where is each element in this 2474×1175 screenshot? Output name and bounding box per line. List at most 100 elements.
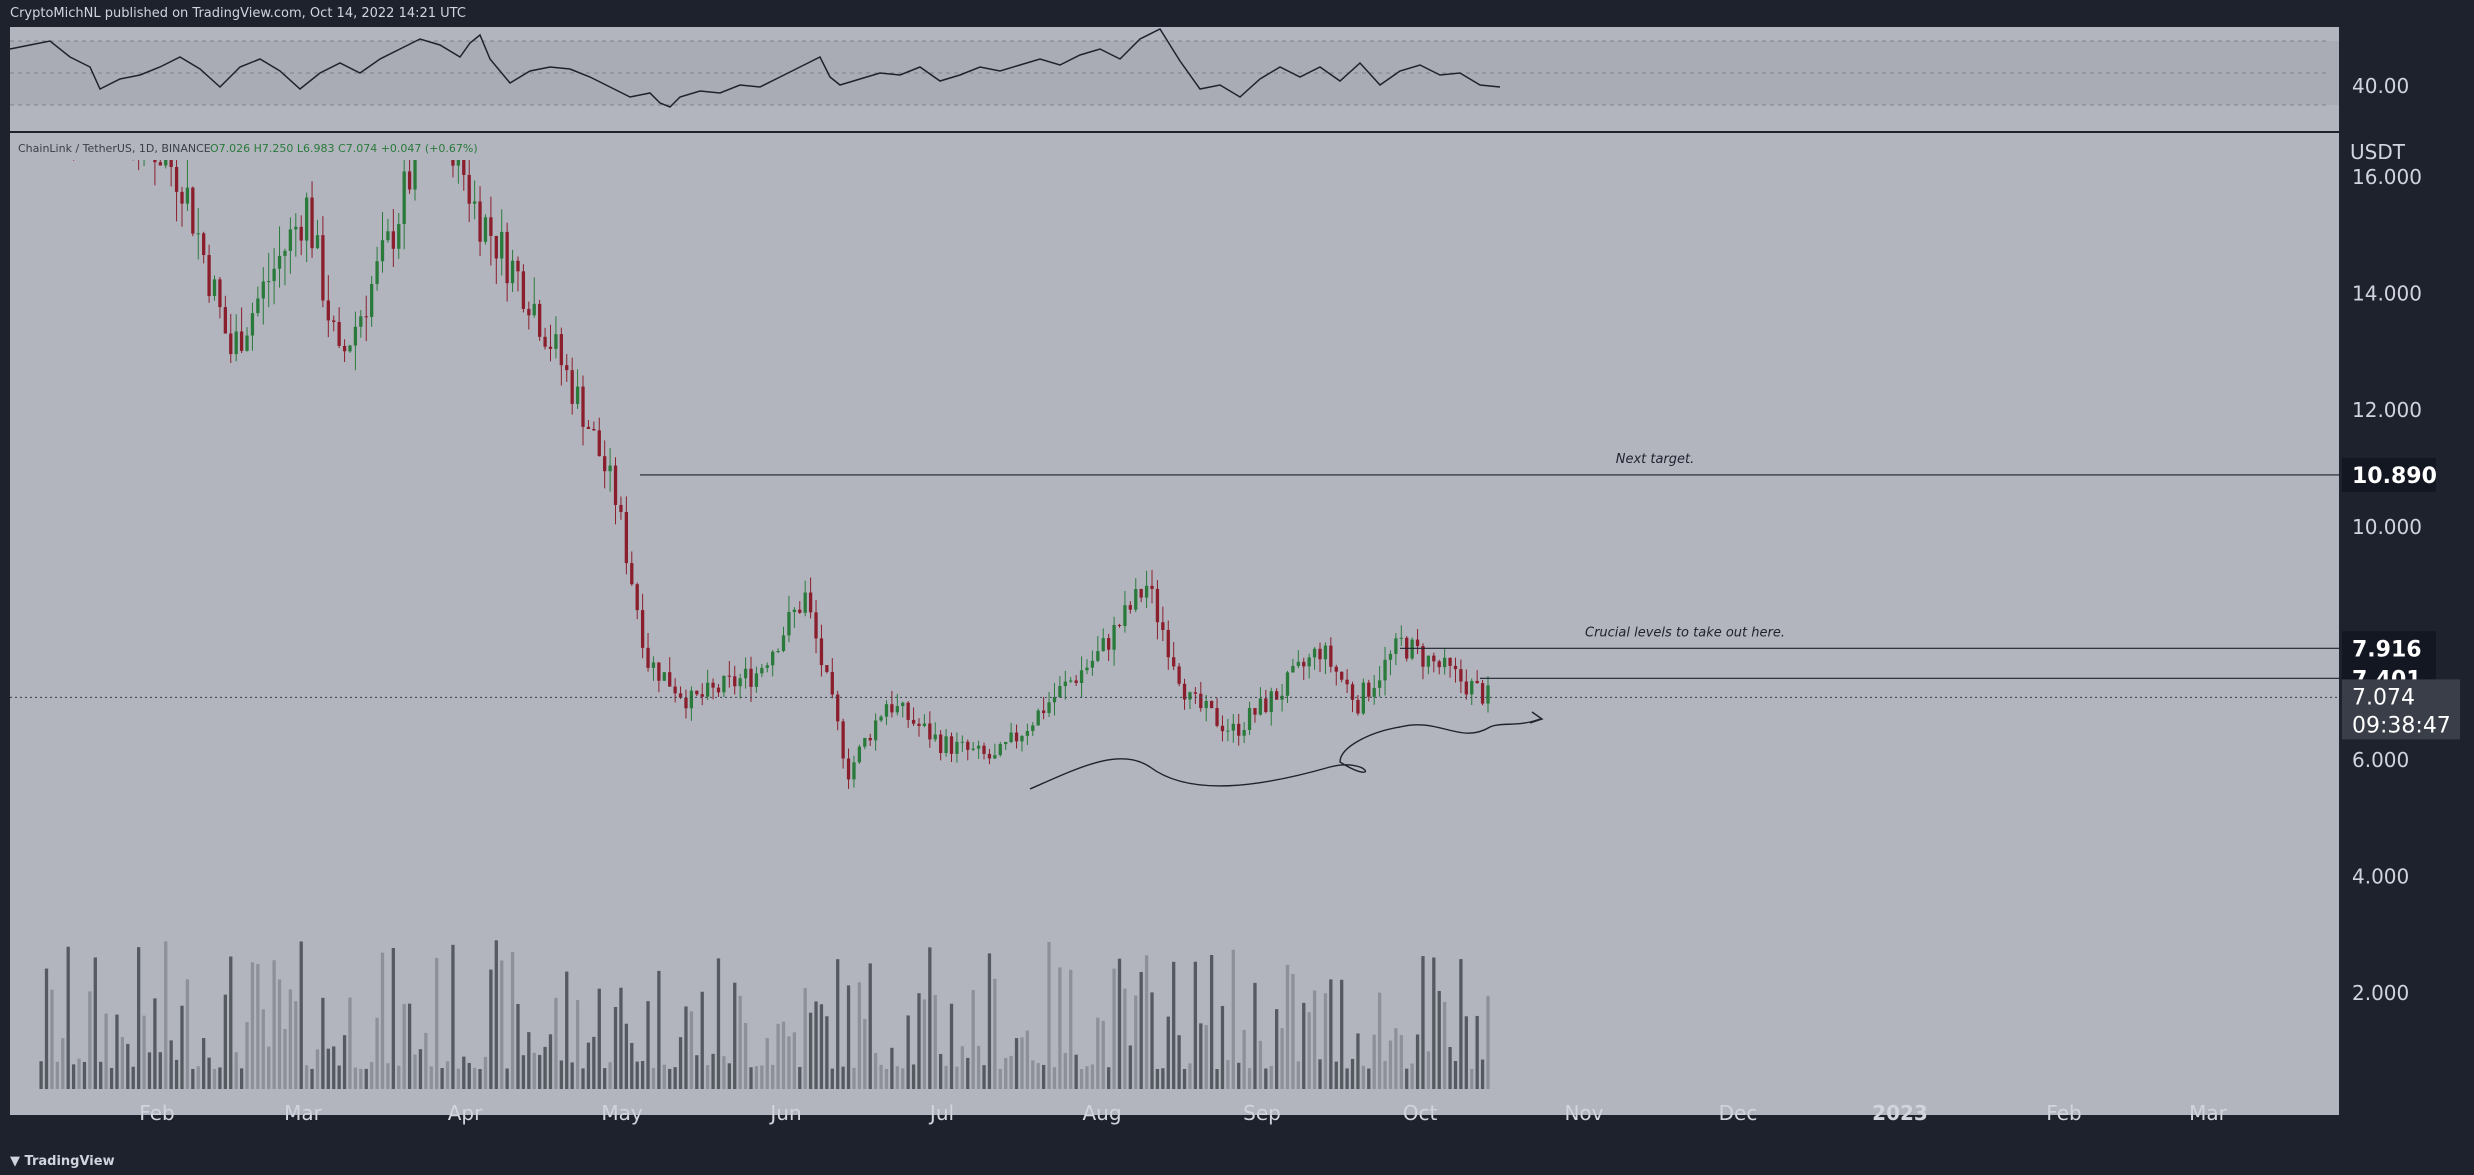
- candle-body: [1264, 698, 1268, 713]
- publish-header: CryptoMichNL published on TradingView.co…: [0, 0, 2474, 27]
- candle-body: [326, 300, 330, 321]
- candle-body: [456, 160, 461, 166]
- volume-bar: [917, 993, 921, 1089]
- candle-body: [1220, 725, 1225, 732]
- volume-bar: [1231, 949, 1235, 1089]
- candle-body: [1069, 680, 1073, 682]
- volume-bar: [857, 982, 862, 1089]
- volume-bar: [624, 1023, 629, 1089]
- candle-body: [1307, 657, 1311, 667]
- volume-bar: [976, 1045, 981, 1089]
- candle-body: [1323, 645, 1328, 660]
- candle-body: [1388, 653, 1393, 660]
- volume-bar: [55, 1061, 60, 1089]
- candle-body: [841, 721, 845, 759]
- candle-body: [976, 745, 981, 749]
- volume-bar: [1150, 992, 1154, 1089]
- volume-bar: [792, 1032, 797, 1089]
- price-pane: Next target. Crucial levels to take out h…: [10, 131, 2474, 1119]
- candle-body: [673, 686, 677, 694]
- price-levels: Next target. Crucial levels to take out h…: [10, 452, 2340, 698]
- price-chart[interactable]: Next target. Crucial levels to take out h…: [0, 27, 2474, 1147]
- volume-bar: [808, 1012, 813, 1089]
- candle-body: [613, 465, 618, 505]
- volume-bar: [1161, 1068, 1165, 1089]
- candle-body: [370, 284, 374, 317]
- volume-bar: [581, 1068, 585, 1089]
- volume-bar: [592, 1036, 596, 1089]
- volume-bar: [1177, 1035, 1181, 1089]
- volume-bar: [1237, 1062, 1241, 1089]
- candle-body: [819, 638, 824, 666]
- candle-body: [939, 734, 943, 753]
- time-axis[interactable]: Feb Mar Apr May Jun Jul Aug Sep Oct Nov Dec 2023 Feb…: [139, 1101, 2227, 1125]
- volume-bar: [1069, 969, 1073, 1089]
- candle-body: [722, 675, 726, 693]
- candle-body: [738, 678, 742, 687]
- candle-body: [1128, 605, 1132, 610]
- volume-bar: [1155, 1068, 1160, 1089]
- volume-bar: [684, 1006, 688, 1089]
- volume-bar: [126, 1043, 130, 1089]
- volume-bar: [846, 985, 851, 1089]
- price-badge-label: 7.916: [2352, 637, 2422, 662]
- volume-bar: [603, 1068, 607, 1089]
- volume-bar: [1448, 1047, 1452, 1089]
- volume-bar: [776, 1023, 780, 1089]
- volume-bar: [613, 1006, 618, 1089]
- candle-body: [375, 261, 379, 285]
- volume-bar: [1226, 1060, 1230, 1089]
- candle-body: [662, 672, 666, 681]
- tradingview-logo[interactable]: ▼ TradingView: [10, 1154, 115, 1169]
- volume-bar: [781, 1021, 786, 1089]
- candle-body: [911, 719, 916, 724]
- price-axis[interactable]: 40.00 USDT 16.000 14.000 12.000 10.000 6.000…: [2342, 74, 2460, 1005]
- candle-body: [478, 201, 482, 242]
- volume-bar: [521, 1055, 526, 1089]
- candle-body: [1193, 692, 1198, 694]
- x-tick-label: Jul: [928, 1101, 954, 1125]
- candle-body: [760, 667, 764, 674]
- volume-bar: [640, 1061, 645, 1089]
- candle-body: [657, 662, 661, 681]
- candle-body: [1361, 682, 1366, 714]
- volume-bar: [277, 979, 282, 1089]
- volume-bar: [722, 1056, 726, 1089]
- volume-bar: [884, 1068, 889, 1089]
- volume-bar: [370, 1062, 374, 1089]
- footer: ▼ TradingView: [0, 1147, 2474, 1175]
- volume-bar: [1215, 1068, 1219, 1089]
- volume-bar: [575, 1000, 580, 1089]
- volume-bar: [527, 1032, 531, 1089]
- countdown-label: 09:38:47: [2352, 713, 2451, 738]
- rsi-pane: [9, 27, 2341, 131]
- volume-bar: [1302, 1002, 1306, 1089]
- volume-bar: [299, 941, 303, 1089]
- candle-body: [928, 723, 932, 740]
- candle-body: [1459, 669, 1463, 682]
- volume-bar: [1172, 961, 1176, 1089]
- volume-bar: [586, 1042, 591, 1089]
- candle-body: [808, 592, 813, 613]
- candle-body: [174, 166, 179, 192]
- volume-bar: [743, 1022, 748, 1089]
- candle-body: [548, 346, 553, 349]
- target-arrow-icon: [1529, 711, 1544, 724]
- projected-path-drawing: [1029, 718, 1541, 790]
- candle-body: [261, 281, 265, 299]
- volume-bar: [668, 1068, 672, 1089]
- candle-body: [711, 682, 715, 688]
- candle-body: [1177, 666, 1181, 684]
- volume-bar: [890, 1047, 894, 1089]
- candle-body: [743, 668, 748, 679]
- volume-bar: [749, 1067, 753, 1089]
- candle-body: [619, 504, 623, 512]
- candle-body: [868, 737, 872, 741]
- candle-body: [386, 231, 390, 241]
- candle-body: [879, 716, 883, 721]
- candle-body: [245, 335, 249, 351]
- candle-body: [277, 255, 282, 269]
- candle-body: [554, 334, 558, 349]
- volume-bar: [483, 1056, 488, 1089]
- candle-body: [792, 609, 797, 613]
